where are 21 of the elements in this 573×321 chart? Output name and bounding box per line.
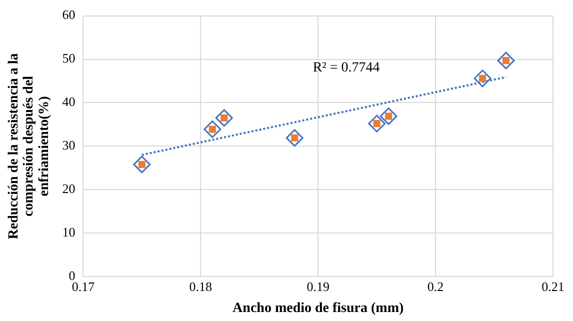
y-tick-label: 10 [62, 224, 76, 240]
point [380, 107, 398, 125]
point [474, 70, 492, 88]
point [368, 114, 386, 132]
point [215, 109, 233, 127]
x-tick-label: 0.2 [427, 278, 444, 294]
x-axis-title: Ancho medio de fisura (mm) [232, 301, 404, 316]
y-tick-label: 60 [62, 7, 76, 22]
point [497, 52, 515, 70]
point [204, 120, 222, 138]
y-tick-label: 50 [62, 50, 76, 66]
y-tick-label: 40 [62, 94, 76, 110]
point [286, 129, 304, 147]
y-tick-label: 20 [62, 181, 76, 196]
annotation: R² = 0.7744 [312, 60, 380, 76]
x-tick-label: 0.18 [189, 278, 212, 294]
x-tick-label: 0.21 [542, 278, 564, 294]
point [133, 156, 151, 174]
y-tick-label: 30 [62, 138, 76, 153]
y-axis-title: Reducción de la resistencia a la compresión después del enfriamiento(%) [6, 53, 52, 240]
x-tick-label: 0.19 [306, 278, 330, 294]
